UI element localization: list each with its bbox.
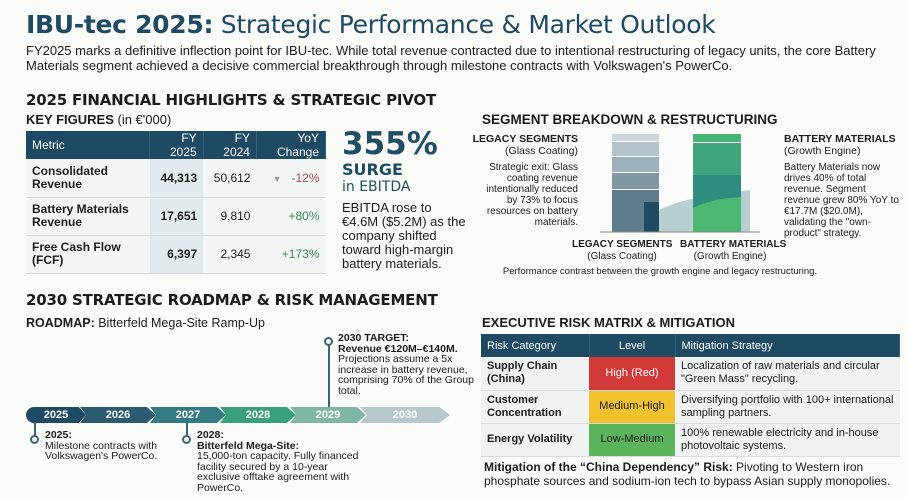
- fy2024-value: 50,612: [203, 159, 257, 198]
- ebitda-big-number: 355%: [342, 126, 438, 162]
- table-row: Energy Volatility Low-Medium 100% renewabl…: [481, 423, 900, 457]
- col-yoy: YoY Change: [256, 131, 327, 159]
- risk-level-badge: High (Red): [589, 357, 675, 391]
- timeline-2028: 2028: [220, 407, 296, 423]
- table-row: Supply Chain (China) High (Red) Localizati…: [481, 357, 900, 391]
- ebitda-in: in EBITDA: [342, 179, 411, 195]
- legacy-bar-dark: [644, 202, 659, 232]
- yoy-value: +80%: [256, 197, 326, 236]
- legacy-sub: (Glass Coating): [505, 145, 578, 157]
- col-level: Level: [589, 334, 676, 357]
- risk-level-badge: Medium-High: [589, 390, 675, 424]
- metric: Consolidated Revenue: [26, 159, 150, 198]
- fy2024-value: 2,345: [203, 235, 257, 274]
- risk-level-badge: Low-Medium: [589, 423, 675, 457]
- target-dot: [324, 337, 333, 346]
- timeline-2025: 2025: [26, 407, 86, 423]
- metric: Free Cash Flow (FCF): [26, 235, 150, 274]
- legacy-bar-seg: [612, 134, 659, 141]
- intro-text: FY2025 marks a definitive inflection poi…: [26, 43, 876, 73]
- timeline-2030: 2030: [360, 407, 450, 423]
- col-mitigation: Mitigation Strategy: [675, 334, 900, 357]
- timeline-2029: 2029: [290, 407, 366, 423]
- key-figures-label: KEY FIGURES (in €'000): [26, 112, 172, 127]
- timeline-2026: 2026: [80, 407, 156, 423]
- segment-heading: SEGMENT BREAKDOWN & RESTRUCTURING: [482, 112, 778, 127]
- roadmap-heading: 2030 STRATEGIC ROADMAP & RISK MANAGEMENT: [26, 291, 438, 309]
- table-row: Battery Materials Revenue 17,651 9,810 +80%: [26, 197, 326, 236]
- timeline-2027: 2027: [150, 407, 226, 423]
- battery-sub: (Growth Engine): [784, 145, 861, 157]
- m2025-annotation: 2025: Milestone contracts with Volkswagen…: [45, 429, 158, 462]
- roadmap-subtitle: ROADMAP: Bitterfeld Mega-Site Ramp-Up: [26, 316, 265, 330]
- yoy-value: +173%: [256, 235, 326, 274]
- china-risk-note: Mitigation of the “China Dependency” Ris…: [484, 460, 891, 488]
- battery-axis-label: BATTERY MATERIALS (Growth Engine): [680, 239, 787, 262]
- col-risk-category: Risk Category: [481, 334, 590, 357]
- fy2024-value: 9,810: [203, 197, 257, 236]
- battery-bar-seg: [693, 134, 741, 142]
- risk-category: Supply Chain (China): [481, 357, 589, 391]
- battery-title: BATTERY MATERIALS: [784, 133, 896, 145]
- yoy-value: ▼ -12%: [256, 159, 326, 198]
- risk-strategy: Localization of raw materials and circul…: [675, 357, 900, 391]
- col-fy2024: FY 2024: [203, 131, 257, 159]
- segment-diagram: [600, 134, 760, 233]
- m2025-connector: [34, 422, 36, 436]
- m2028-dot: [182, 435, 191, 444]
- legacy-block: LEGACY SEGMENTS (Glass Coating) Strategi…: [470, 133, 578, 228]
- legacy-bar-seg: [612, 142, 659, 156]
- table-row: Free Cash Flow (FCF) 6,397 2,345 +173%: [26, 235, 326, 274]
- fy2025-value: 17,651: [149, 197, 204, 236]
- legacy-bar-seg: [612, 157, 659, 172]
- col-metric: Metric: [26, 131, 151, 159]
- risk-category: Energy Volatility: [481, 423, 589, 457]
- battery-block: BATTERY MATERIALS (Growth Engine) Batter…: [784, 133, 904, 239]
- risk-strategy: Diversifying portfolio with 100+ interna…: [675, 390, 900, 424]
- legacy-bar-seg: [612, 173, 659, 189]
- segment-caption: Performance contrast between the growth …: [502, 266, 818, 277]
- ebitda-surge: SURGE: [342, 160, 403, 179]
- triangle-down-icon: ▼: [272, 173, 282, 184]
- risk-strategy: 100% renewable electricity and in-house …: [675, 423, 900, 457]
- table-row: Consolidated Revenue 44,313 50,612 ▼ -12%: [26, 159, 326, 198]
- fy2025-value: 6,397: [149, 235, 204, 274]
- m2025-dot: [30, 435, 39, 444]
- legacy-title: LEGACY SEGMENTS: [472, 133, 578, 145]
- legacy-axis-label: LEGACY SEGMENTS (Glass Coating): [572, 239, 673, 262]
- ebitda-text: EBITDA rose to €4.6M ($5.2M) as the comp…: [342, 200, 466, 271]
- target-connector: [328, 345, 330, 407]
- financial-heading: 2025 FINANCIAL HIGHLIGHTS & STRATEGIC PI…: [26, 91, 436, 109]
- table-row: Customer Concentration Medium-High Diversi…: [481, 390, 900, 424]
- battery-bar-overlay: [693, 197, 741, 232]
- target-annotation: 2030 TARGET: Revenue €120M–€140M. Projec…: [338, 332, 474, 397]
- page-title: IBU-tec 2025: Strategic Performance & Ma…: [26, 10, 716, 39]
- m2028-connector: [186, 422, 188, 436]
- col-fy2025: FY 2025: [149, 131, 204, 159]
- key-figures-table: Metric FY 2025 FY 2024 YoY Change Consol…: [26, 131, 327, 274]
- m2028-annotation: 2028: Bitterfeld Mega-Site: 15,000-ton cap…: [197, 429, 359, 494]
- battery-text: Battery Materials now drives 40% of tota…: [784, 162, 899, 239]
- metric: Battery Materials Revenue: [26, 197, 150, 236]
- fy2025-value: 44,313: [149, 159, 204, 198]
- risk-heading: EXECUTIVE RISK MATRIX & MITIGATION: [482, 315, 736, 330]
- risk-table: Risk Category Level Mitigation Strategy …: [481, 334, 900, 457]
- risk-category: Customer Concentration: [481, 390, 589, 424]
- legacy-text: Strategic exit: Glass coating revenue in…: [486, 162, 578, 228]
